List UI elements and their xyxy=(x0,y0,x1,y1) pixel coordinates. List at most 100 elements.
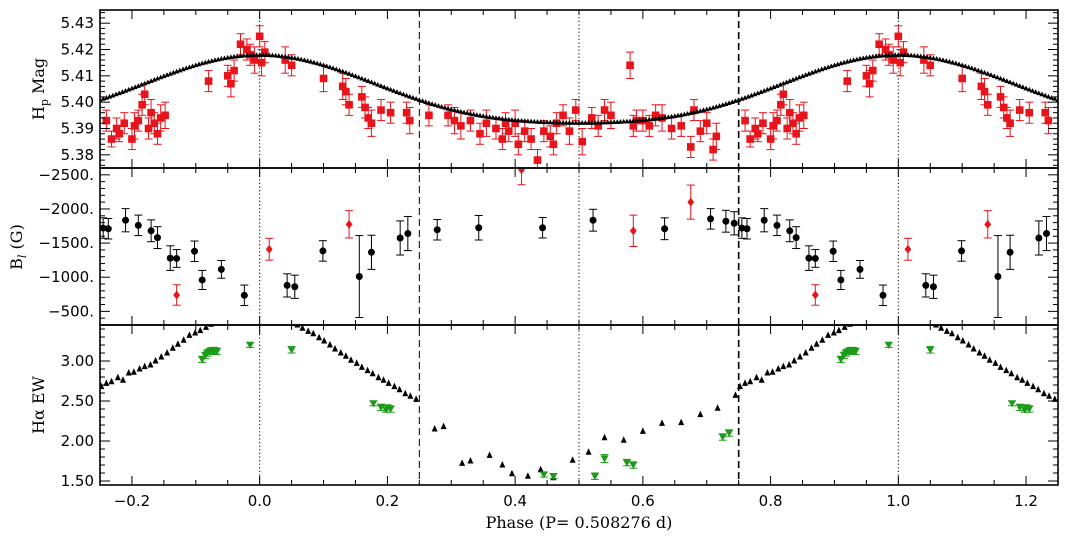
model-point-triangle xyxy=(515,117,521,123)
data-point-square xyxy=(792,129,800,138)
model-point-triangle xyxy=(959,62,965,68)
halpha-panel-data xyxy=(100,325,1058,481)
data-point-square xyxy=(980,87,989,96)
data-point-dot xyxy=(321,337,328,344)
y-tick-label: −2000. xyxy=(38,200,94,218)
data-point-square xyxy=(881,45,890,54)
model-point-triangle xyxy=(340,68,346,74)
model-point-triangle xyxy=(509,117,515,122)
model-point-triangle xyxy=(132,84,138,90)
model-point-triangle xyxy=(359,75,365,81)
data-point-square xyxy=(868,66,877,75)
model-point-triangle xyxy=(512,117,518,123)
data-point-square xyxy=(667,124,676,133)
data-point-square xyxy=(899,48,908,56)
model-point-triangle xyxy=(467,110,474,116)
data-point-dot xyxy=(769,368,776,375)
model-point-triangle xyxy=(423,99,429,104)
data-point-square xyxy=(444,111,452,120)
data-point-square xyxy=(773,116,781,125)
data-point-circle xyxy=(792,234,800,242)
model-point-triangle xyxy=(956,61,962,67)
data-point-square xyxy=(501,119,510,128)
data-point-triangle-down xyxy=(369,400,378,408)
model-point-triangle xyxy=(458,108,464,114)
model-point-triangle xyxy=(368,79,375,85)
data-point-triangle-down xyxy=(884,341,893,349)
model-point-triangle xyxy=(975,67,981,73)
model-point-triangle xyxy=(276,53,282,58)
data-point-circle xyxy=(829,247,837,255)
data-point-circle xyxy=(166,254,174,262)
model-point-triangle xyxy=(138,81,145,87)
data-point-square xyxy=(107,135,116,143)
data-point-triangle-down xyxy=(1025,405,1034,413)
data-point-circle xyxy=(104,225,112,233)
model-point-triangle xyxy=(158,74,164,80)
data-point-square xyxy=(651,111,660,120)
data-point-dot xyxy=(385,379,392,386)
model-point-triangle xyxy=(145,79,151,85)
model-point-triangle xyxy=(429,101,435,106)
data-point-dot xyxy=(791,357,798,364)
model-point-triangle xyxy=(263,52,269,57)
data-point-dot xyxy=(164,349,171,356)
model-point-triangle xyxy=(426,100,432,105)
model-point-triangle xyxy=(400,91,406,97)
data-point-dot xyxy=(786,361,793,368)
data-point-square xyxy=(287,61,296,70)
data-point-dot xyxy=(736,382,743,390)
model-point-triangle xyxy=(336,67,343,73)
data-point-dot xyxy=(299,325,306,331)
data-point-circle xyxy=(1006,248,1014,256)
model-point-triangle xyxy=(471,111,477,117)
y-tick-label: 5.42 xyxy=(61,41,94,59)
data-point-triangle-down xyxy=(629,461,638,469)
data-point-square xyxy=(645,122,654,130)
model-point-triangle xyxy=(407,93,413,99)
panel-top-ylabel: Hp Mag xyxy=(29,58,51,120)
model-point-triangle xyxy=(985,71,991,76)
model-point-triangle xyxy=(372,80,378,86)
data-point-square xyxy=(702,119,711,128)
model-point-triangle xyxy=(1010,80,1016,86)
data-point-circle xyxy=(153,234,161,242)
data-point-triangle-down xyxy=(718,433,727,441)
data-point-circle xyxy=(994,273,1002,281)
model-point-triangle xyxy=(464,110,470,116)
y-tick-label: 2.50 xyxy=(61,392,94,410)
data-point-circle xyxy=(122,216,130,224)
data-point-circle xyxy=(922,281,930,289)
model-point-triangle xyxy=(419,98,426,103)
model-point-triangle xyxy=(126,86,132,92)
data-point-dot xyxy=(830,329,837,336)
data-point-square xyxy=(977,82,986,91)
model-point-triangle xyxy=(547,119,553,125)
data-point-dot xyxy=(364,366,371,374)
data-point-triangle-down xyxy=(377,404,386,412)
panel-bottom-ylabel: Hα EW xyxy=(29,375,48,434)
model-point-triangle xyxy=(381,84,387,90)
model-point-triangle xyxy=(1042,92,1048,98)
model-point-triangle xyxy=(1039,91,1045,97)
data-point-square xyxy=(751,124,760,133)
data-point-dot xyxy=(620,436,627,443)
data-point-circle xyxy=(191,247,199,255)
model-point-triangle xyxy=(927,54,933,60)
model-point-triangle xyxy=(499,116,505,121)
data-point-square xyxy=(1025,108,1034,117)
model-point-triangle xyxy=(997,75,1004,81)
data-point-dot xyxy=(114,373,121,381)
data-point-square xyxy=(338,82,347,91)
data-point-square xyxy=(769,122,777,130)
model-point-triangle xyxy=(298,56,304,62)
data-point-dot xyxy=(186,331,193,338)
data-point-square xyxy=(783,124,792,133)
data-point-dot xyxy=(459,459,466,466)
data-point-square xyxy=(144,124,153,133)
data-point-dot xyxy=(119,376,126,383)
data-point-square xyxy=(696,127,705,135)
model-point-triangle xyxy=(435,103,442,108)
model-point-triangle xyxy=(768,85,774,91)
model-point-triangle xyxy=(1045,93,1052,99)
